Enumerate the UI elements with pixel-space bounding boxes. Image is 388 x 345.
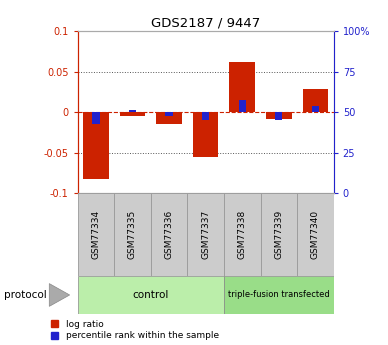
Text: GSM77334: GSM77334 <box>92 210 100 259</box>
Bar <box>303 89 328 112</box>
FancyBboxPatch shape <box>224 193 260 276</box>
Bar <box>275 112 282 120</box>
Text: GSM77337: GSM77337 <box>201 210 210 259</box>
Bar <box>83 112 109 179</box>
Bar <box>92 112 100 124</box>
Text: control: control <box>133 290 169 300</box>
FancyBboxPatch shape <box>260 193 297 276</box>
FancyBboxPatch shape <box>78 193 114 276</box>
FancyBboxPatch shape <box>187 193 224 276</box>
Bar <box>312 106 319 112</box>
Bar <box>165 112 173 116</box>
Bar <box>229 62 255 112</box>
Bar <box>202 112 209 120</box>
Legend: log ratio, percentile rank within the sample: log ratio, percentile rank within the sa… <box>51 320 219 341</box>
FancyBboxPatch shape <box>224 276 334 314</box>
Bar <box>266 112 292 119</box>
Bar <box>239 100 246 112</box>
Title: GDS2187 / 9447: GDS2187 / 9447 <box>151 17 260 30</box>
Text: triple-fusion transfected: triple-fusion transfected <box>228 290 330 299</box>
Text: GSM77336: GSM77336 <box>165 210 173 259</box>
Text: GSM77335: GSM77335 <box>128 210 137 259</box>
Text: GSM77340: GSM77340 <box>311 210 320 259</box>
Bar <box>120 112 145 116</box>
FancyBboxPatch shape <box>297 193 334 276</box>
FancyBboxPatch shape <box>114 193 151 276</box>
Bar <box>193 112 218 157</box>
Bar <box>129 110 136 112</box>
FancyBboxPatch shape <box>151 193 187 276</box>
Polygon shape <box>49 284 70 306</box>
FancyBboxPatch shape <box>78 276 224 314</box>
Text: protocol: protocol <box>4 290 47 300</box>
Bar <box>156 112 182 124</box>
Text: GSM77338: GSM77338 <box>238 210 247 259</box>
Text: GSM77339: GSM77339 <box>274 210 283 259</box>
